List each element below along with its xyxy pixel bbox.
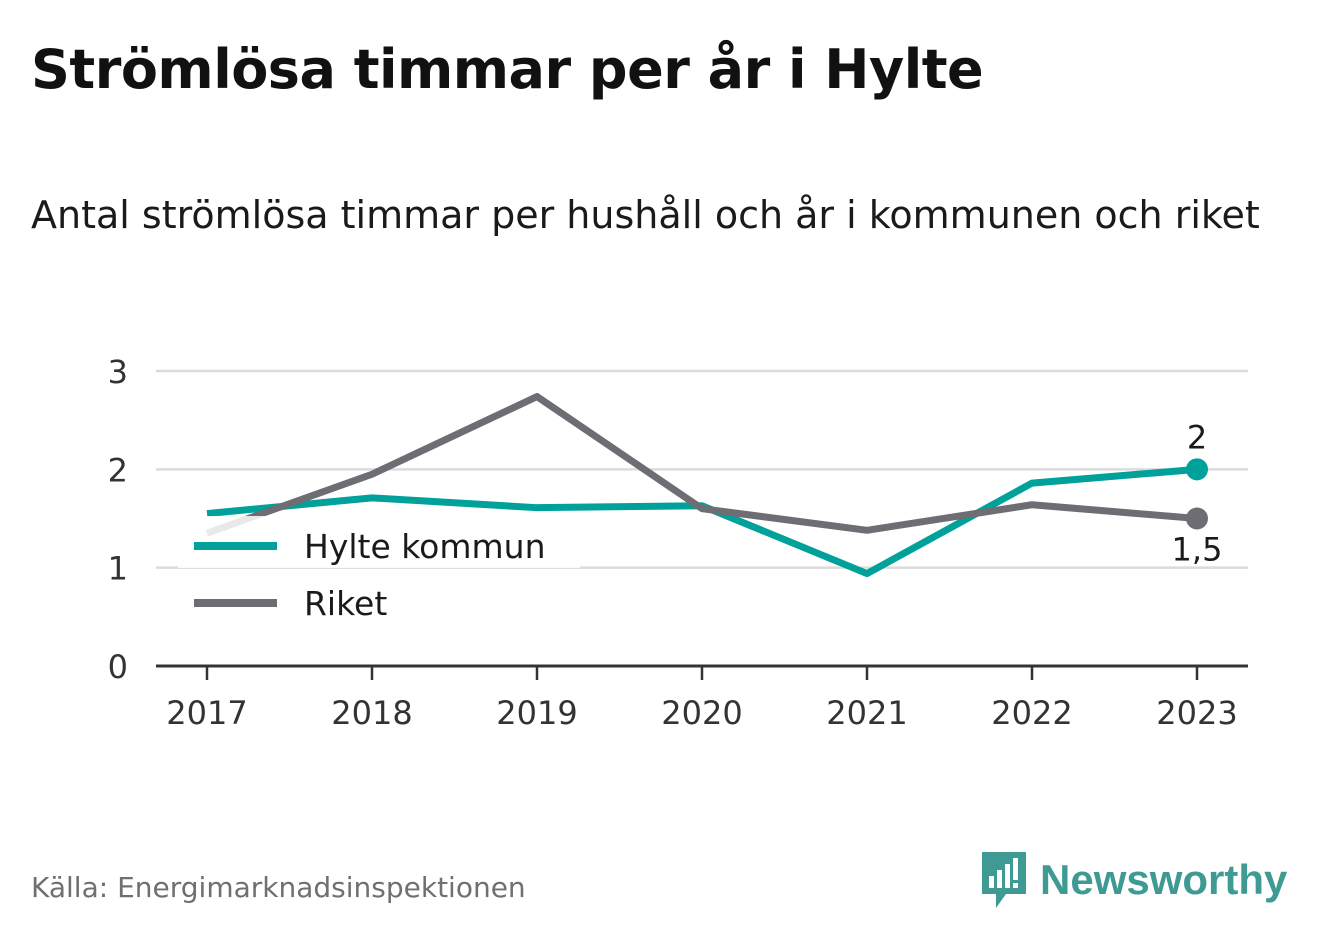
x-tick-label: 2018 [331,694,412,732]
x-tick-label: 2022 [991,694,1072,732]
x-axis: 2017 2018 2019 2020 2021 2022 2023 [156,664,1248,732]
y-axis-ticks: 0 1 2 3 [108,353,128,686]
series-lines [205,393,1208,578]
newsworthy-icon [982,852,1026,908]
end-point-riket [1186,507,1208,530]
source-text: Källa: Energimarknadsinspektionen [31,871,526,904]
series-line-riket [205,393,1198,537]
chart-title: Strömlösa timmar per år i Hylte [31,38,984,101]
chart-subtitle: Antal strömlösa timmar per hushåll och å… [31,193,1260,237]
end-label-riket: 1,5 [1172,531,1223,569]
y-tick-label: 1 [108,550,128,588]
end-label-hylte: 2 [1187,418,1207,456]
x-tick-label: 2021 [826,694,907,732]
legend-label-hylte: Hylte kommun [304,527,546,566]
legend-label-riket: Riket [304,584,387,623]
brand-name: Newsworthy [1040,856,1288,903]
y-tick-label: 3 [108,353,128,391]
brand-logo: Newsworthy [980,850,1287,910]
legend: Hylte kommun Riket [178,516,580,623]
y-tick-label: 2 [108,451,128,489]
y-tick-label: 0 [108,648,128,686]
end-point-hylte [1186,458,1208,481]
x-tick-label: 2019 [496,694,577,732]
end-labels: 21,5 [1172,418,1223,568]
x-tick-label: 2023 [1156,694,1237,732]
x-tick-label: 2020 [661,694,742,732]
x-tick-label: 2017 [166,694,247,732]
